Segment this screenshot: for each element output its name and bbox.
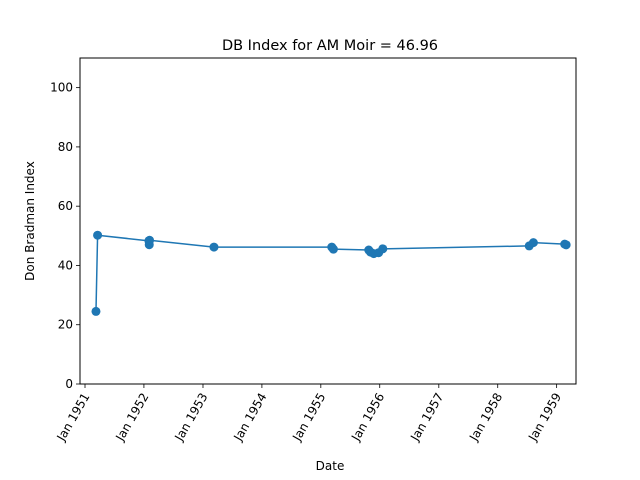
y-axis-label: Don Bradman Index [23, 161, 37, 281]
y-tick-label: 0 [65, 377, 73, 391]
y-tick-label: 100 [50, 81, 73, 95]
data-point [209, 242, 219, 252]
y-tick-label: 20 [58, 318, 73, 332]
plot-frame [79, 57, 577, 385]
plot-background [80, 58, 576, 384]
data-point [145, 235, 155, 245]
markers-layer [91, 230, 571, 316]
data-point [93, 230, 103, 240]
chart-title: DB Index for AM Moir = 46.96 [222, 38, 438, 54]
y-tick-label: 40 [58, 258, 73, 272]
data-point [378, 244, 388, 254]
x-axis-label: Date [316, 459, 345, 473]
data-point [528, 238, 538, 248]
y-tick-label: 80 [58, 140, 73, 154]
data-point [561, 240, 571, 250]
data-point [91, 306, 101, 316]
y-tick-label: 60 [58, 199, 73, 213]
plot-area [79, 57, 577, 385]
y-axis: 0 20 40 60 80 100 [50, 81, 80, 391]
data-point [328, 244, 338, 254]
